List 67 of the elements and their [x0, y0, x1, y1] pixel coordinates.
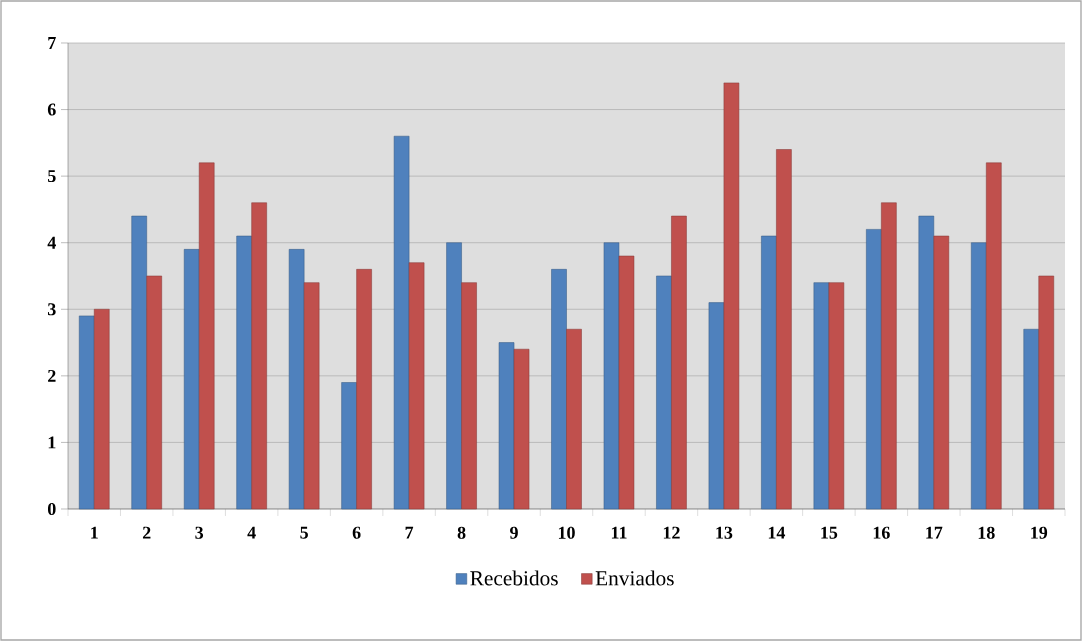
bar	[513, 348, 530, 510]
x-tick-label: 8	[457, 526, 466, 539]
y-tick-label: 2	[48, 369, 56, 382]
bar	[356, 269, 372, 510]
x-tick-label: 12	[663, 526, 680, 539]
bar	[408, 262, 425, 510]
x-tick-label: 19	[1031, 526, 1048, 539]
bar	[288, 249, 305, 510]
bar	[146, 275, 162, 510]
y-tick-label: 4	[47, 236, 56, 249]
bar	[828, 282, 845, 510]
x-tick-label: 15	[821, 526, 838, 539]
bar	[78, 315, 95, 510]
bar	[183, 249, 200, 510]
bar	[461, 282, 477, 510]
bar	[1038, 275, 1055, 510]
bar	[813, 282, 830, 510]
x-tick-label: 3	[195, 526, 204, 539]
bar	[866, 229, 882, 510]
y-tick-label: 6	[47, 103, 56, 116]
x-tick-label: 17	[926, 526, 943, 539]
bar	[1023, 328, 1040, 510]
y-tick-label: 0	[47, 502, 56, 516]
legend-label: Recebidos	[470, 570, 558, 586]
x-tick-label: 10	[558, 526, 575, 539]
x-tick-label: 1	[91, 526, 98, 539]
bar	[671, 215, 687, 510]
bar	[551, 269, 567, 510]
x-tick-label: 14	[768, 526, 786, 539]
x-tick-label: 4	[247, 526, 256, 539]
bar	[986, 162, 1002, 510]
bar	[303, 282, 320, 510]
bar	[198, 162, 215, 510]
x-tick-label: 6	[352, 526, 361, 539]
x-tick-label: 18	[978, 526, 995, 539]
bar	[776, 149, 792, 510]
bar	[236, 235, 252, 510]
bar	[933, 235, 950, 510]
bar	[566, 328, 582, 510]
x-tick-label: 7	[405, 526, 414, 539]
legend-label: Enviados	[595, 570, 674, 586]
x-tick-label: 5	[300, 526, 308, 539]
x-tick-label: 11	[611, 526, 627, 539]
bar	[918, 215, 935, 510]
bar	[131, 215, 147, 510]
y-tick-label: 7	[48, 37, 56, 49]
x-tick-label: 13	[716, 526, 733, 539]
bar	[656, 275, 672, 510]
bar	[761, 235, 777, 510]
y-tick-label: 3	[47, 303, 56, 316]
bar	[93, 309, 110, 510]
bar	[708, 302, 725, 510]
bar	[251, 202, 267, 510]
bar	[971, 242, 987, 510]
x-tick-label: 16	[873, 526, 890, 539]
y-tick-label: 5	[48, 170, 56, 183]
bar	[498, 342, 515, 510]
bar	[618, 255, 635, 510]
bar	[723, 82, 740, 510]
bar	[341, 382, 357, 510]
bar	[881, 202, 897, 510]
y-tick-label: 1	[48, 436, 56, 449]
x-tick-label: 2	[142, 526, 151, 539]
bar	[393, 135, 410, 510]
bar	[446, 242, 462, 510]
bar	[603, 242, 620, 510]
x-tick-label: 9	[510, 526, 518, 539]
